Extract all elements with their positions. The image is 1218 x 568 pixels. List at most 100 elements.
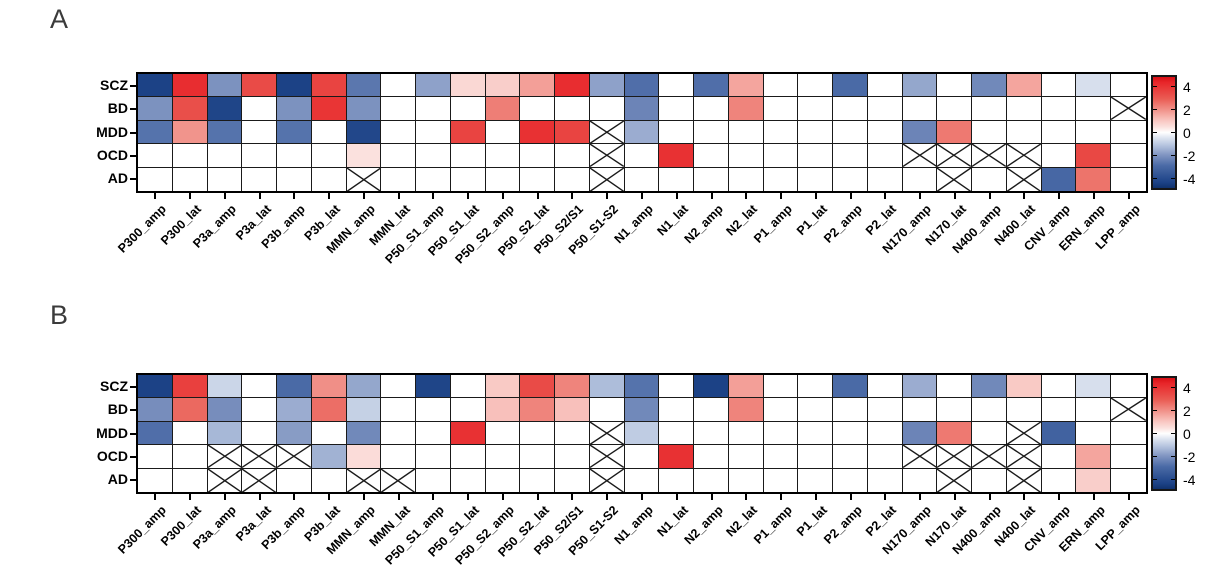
heatmap-cell xyxy=(416,144,451,168)
crossed-out-marker xyxy=(589,167,624,191)
heatmap-cell xyxy=(346,97,382,121)
heatmap-cell xyxy=(416,120,451,145)
heatmap-cell xyxy=(520,468,556,492)
crossed-out-marker xyxy=(972,445,1006,468)
heatmap-cell xyxy=(937,167,973,191)
heatmap-cell xyxy=(1111,375,1146,399)
crossed-out-marker xyxy=(589,445,624,468)
colorbar-tick xyxy=(1171,131,1175,134)
heatmap-cell xyxy=(450,144,486,168)
heatmap-cell xyxy=(138,468,173,492)
heatmap-cell xyxy=(589,398,625,422)
heatmap-cell xyxy=(694,167,729,191)
heatmap-cell xyxy=(694,375,729,399)
heatmap-cell xyxy=(624,167,660,191)
colorbar-tick xyxy=(1153,478,1157,481)
heatmap-cell xyxy=(1076,468,1112,492)
heatmap-cell xyxy=(277,398,312,422)
heatmap-cell xyxy=(1076,97,1112,121)
heatmap-cell xyxy=(242,445,278,469)
x-axis-tick xyxy=(953,193,956,199)
heatmap-cell xyxy=(902,398,938,422)
heatmap-cell xyxy=(311,468,347,492)
x-axis-tick xyxy=(571,193,574,199)
heatmap-cell xyxy=(381,421,417,446)
heatmap-cell xyxy=(659,144,695,168)
heatmap-cell xyxy=(589,97,625,121)
heatmap-cell xyxy=(555,375,590,399)
heatmap-cell xyxy=(242,167,278,191)
heatmap-cell xyxy=(694,421,729,446)
colorbar-tick-label: -4 xyxy=(1183,471,1196,488)
heatmap-cell xyxy=(416,74,451,98)
x-axis-tick xyxy=(223,494,226,500)
heatmap-cell xyxy=(242,97,278,121)
heatmap-cell xyxy=(242,120,278,145)
heatmap-cell xyxy=(207,398,243,422)
crossed-out-marker xyxy=(1006,421,1041,445)
heatmap-cell xyxy=(798,74,834,98)
heatmap-cell xyxy=(833,468,868,492)
x-axis-tick xyxy=(293,494,296,500)
heatmap-cell xyxy=(694,468,729,492)
heatmap-cell xyxy=(311,445,347,469)
heatmap-cell xyxy=(520,74,556,98)
heatmap-cell xyxy=(555,97,590,121)
heatmap-cell xyxy=(972,445,1007,469)
heatmap-cell xyxy=(311,120,347,145)
heatmap-cell xyxy=(520,398,556,422)
heatmap-cell xyxy=(833,398,868,422)
heatmap-cell xyxy=(902,445,938,469)
heatmap-cell xyxy=(867,167,903,191)
heatmap-cell xyxy=(138,167,173,191)
colorbar-tick xyxy=(1153,386,1157,389)
heatmap-cell xyxy=(833,375,868,399)
heatmap-cell xyxy=(937,97,973,121)
heatmap-panel-a xyxy=(136,72,1148,193)
colorbar-tick xyxy=(1153,154,1157,157)
heatmap-cell xyxy=(450,375,486,399)
heatmap-cell xyxy=(624,97,660,121)
colorbar-tick xyxy=(1153,108,1157,111)
heatmap-cell xyxy=(1111,445,1146,469)
x-axis-tick xyxy=(571,494,574,500)
heatmap-cell xyxy=(659,97,695,121)
heatmap-cell xyxy=(659,167,695,191)
x-axis-tick xyxy=(1127,494,1130,500)
x-axis-tick xyxy=(501,494,504,500)
heatmap-cell xyxy=(1111,74,1146,98)
heatmap-cell xyxy=(1076,375,1112,399)
heatmap-cell xyxy=(1006,375,1042,399)
heatmap-cell xyxy=(902,120,938,145)
x-axis-tick xyxy=(710,193,713,199)
heatmap-cell xyxy=(381,74,417,98)
heatmap-cell xyxy=(1076,74,1112,98)
heatmap-cell xyxy=(833,144,868,168)
heatmap-cell xyxy=(1006,144,1042,168)
heatmap-cell xyxy=(138,97,173,121)
heatmap-cell xyxy=(659,120,695,145)
x-axis-tick xyxy=(849,193,852,199)
heatmap-cell xyxy=(1006,398,1042,422)
heatmap-cell xyxy=(867,375,903,399)
colorbar-tick xyxy=(1171,478,1175,481)
heatmap-cell xyxy=(659,445,695,469)
x-axis-tick xyxy=(189,193,192,199)
heatmap-cell xyxy=(624,375,660,399)
heatmap-cell xyxy=(1041,167,1077,191)
heatmap-cell xyxy=(520,421,556,446)
heatmap-cell xyxy=(1111,468,1146,492)
colorbar-tick xyxy=(1171,154,1175,157)
heatmap-cell xyxy=(972,74,1007,98)
heatmap-cell xyxy=(763,97,799,121)
heatmap-cell xyxy=(902,468,938,492)
heatmap-cell xyxy=(1041,445,1077,469)
crossed-out-marker xyxy=(937,445,972,468)
heatmap-cell xyxy=(381,120,417,145)
x-axis-tick xyxy=(258,494,261,500)
heatmap-cell xyxy=(902,421,938,446)
heatmap-cell xyxy=(381,468,417,492)
heatmap-cell xyxy=(311,375,347,399)
x-axis-tick xyxy=(780,193,783,199)
heatmap-cell xyxy=(485,375,521,399)
